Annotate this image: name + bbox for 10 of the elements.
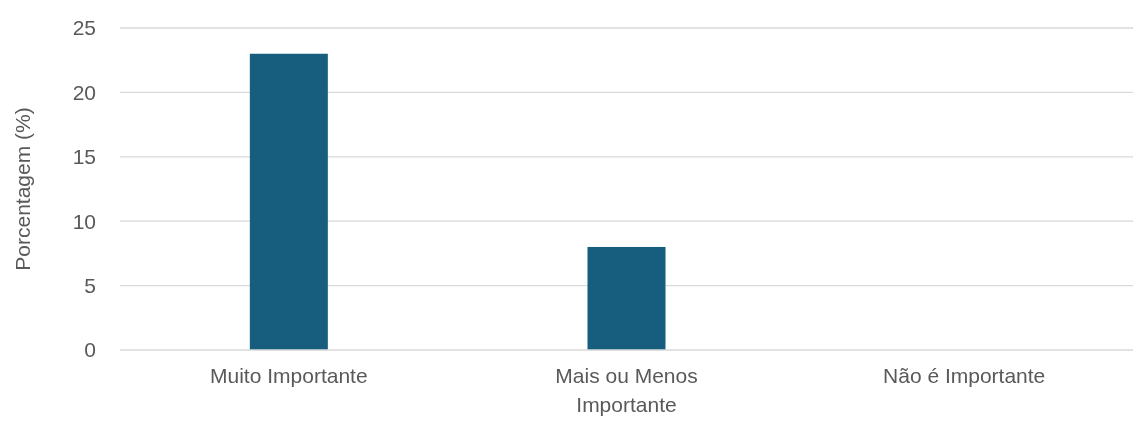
x-tick-label: Mais ou Menos Importante (555, 364, 698, 416)
y-tick-label: 5 (84, 273, 96, 297)
y-tick-label: 25 (72, 16, 96, 40)
y-axis-title: Porcentagem (%) (11, 107, 34, 271)
x-tick-label: Não é Importante (883, 364, 1046, 387)
y-tick-label: 20 (72, 80, 96, 104)
y-tick-label: 15 (72, 145, 96, 169)
x-tick-label: Muito Importante (210, 364, 368, 387)
y-tick-label: 10 (72, 209, 96, 233)
y-tick-label: 0 (84, 338, 96, 362)
